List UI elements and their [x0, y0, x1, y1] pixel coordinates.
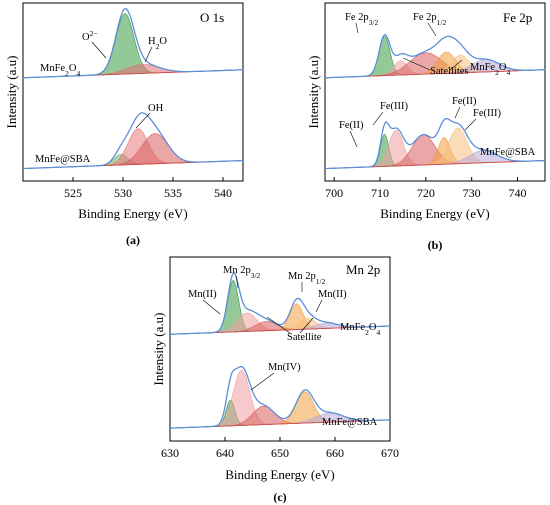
panel-o1s: O 1s MnFe2O4 MnFe@SBA O2− H2O OH 525 530 5…: [4, 2, 244, 247]
envelope-2: [170, 365, 391, 429]
panel-b-x-ticks: 700 710 720 730 740: [325, 177, 527, 200]
annotation-o2-minus: O2−: [82, 29, 98, 44]
x-tick-label-3: 720: [417, 186, 435, 200]
envelope-1: [169, 272, 390, 335]
annotation-satellite: Satellite: [287, 332, 322, 343]
panel-c-series-2-label: MnFe@SBA: [322, 417, 378, 428]
x-tick-label-4: 660: [326, 446, 344, 460]
panel-c-frame: [169, 256, 391, 442]
annotation-fe3-left: Fe(III): [380, 101, 408, 112]
x-tick-label-1: 630: [161, 446, 179, 460]
x-tick-label-1: 700: [325, 186, 343, 200]
x-tick-label-2: 710: [371, 186, 389, 200]
annotation-leader-lines: [202, 275, 323, 391]
annotation-h2o: H2O: [148, 36, 167, 51]
panel-b-y-label: Intensity (a.u): [306, 56, 321, 129]
annotation-leader-lines: [349, 22, 477, 148]
panel-c-plot-area: [169, 272, 391, 429]
x-tick-label-3: 650: [271, 446, 289, 460]
panel-a-y-label: Intensity (a.u): [4, 56, 19, 129]
panel-b-series-2-label: MnFe@SBA: [480, 147, 536, 158]
annotation-mn2-left: Mn(II): [188, 289, 217, 300]
annotation-mn4: Mn(IV): [268, 362, 301, 373]
x-tick-label-4: 730: [463, 186, 481, 200]
panel-mn2p: Mn 2p MnFe2O4 MnFe@SBA Mn 2p3/2 Mn 2p1/2…: [151, 256, 399, 504]
panel-b-title: Fe 2p: [503, 10, 532, 25]
panel-a-title: O 1s: [200, 10, 224, 25]
panel-c-x-ticks: 630 640 650 660 670: [161, 437, 399, 460]
panel-a-series-1-label: MnFe2O4: [40, 63, 80, 78]
panel-a-series-2-label: MnFe@SBA: [35, 154, 91, 165]
annotation-satellites: Satellites: [430, 66, 469, 77]
panel-a-plot-area: [22, 7, 244, 170]
panel-b-frame: [324, 2, 546, 182]
panel-c-series-1-label: MnFe2O4: [340, 322, 380, 337]
envelope-2: [325, 117, 546, 170]
panel-a-x-label: Binding Energy (eV): [78, 206, 188, 221]
annotation-leader-lines: [91, 41, 153, 129]
x-tick-label-1: 525: [64, 186, 82, 200]
annotation-fe2p12: Fe 2p1/2: [413, 12, 446, 27]
panel-c-y-label: Intensity (a.u): [151, 313, 166, 386]
x-tick-label-2: 530: [114, 186, 132, 200]
panel-c-x-label: Binding Energy (eV): [225, 467, 335, 482]
annotation-fe2p32: Fe 2p3/2: [345, 12, 378, 27]
annotation-mn2p32: Mn 2p3/2: [223, 265, 261, 280]
panel-fe2p: Fe 2p MnFe2O4 MnFe@SBA Fe 2p3/2 Fe 2p1/2…: [306, 2, 546, 252]
panel-a-caption: (a): [126, 233, 140, 247]
annotation-mn2p12: Mn 2p1/2: [288, 271, 326, 286]
annotation-fe2-left: Fe(II): [339, 120, 364, 131]
panel-c-title: Mn 2p: [346, 262, 380, 277]
envelope-1: [324, 33, 546, 79]
panel-b-plot-area: [324, 33, 546, 170]
panel-b-x-label: Binding Energy (eV): [380, 206, 490, 221]
annotation-fe3-right: Fe(III): [473, 108, 501, 119]
panel-b-caption: (b): [428, 238, 443, 252]
envelope-1: [22, 7, 244, 79]
envelope-2: [23, 112, 244, 170]
annotation-mn2-right: Mn(II): [318, 289, 347, 300]
annotation-fe2-right: Fe(II): [452, 96, 477, 107]
panel-a-frame: [22, 2, 244, 182]
panel-c-caption: (c): [273, 490, 286, 504]
x-tick-label-4: 540: [214, 186, 232, 200]
x-tick-label-3: 535: [164, 186, 182, 200]
annotation-oh: OH: [148, 103, 164, 114]
x-tick-label-5: 670: [381, 446, 399, 460]
x-tick-label-5: 740: [509, 186, 527, 200]
panel-b-series-1-label: MnFe2O4: [470, 62, 510, 77]
panel-a-x-ticks: 525 530 535 540: [64, 177, 232, 200]
x-tick-label-2: 640: [216, 446, 234, 460]
